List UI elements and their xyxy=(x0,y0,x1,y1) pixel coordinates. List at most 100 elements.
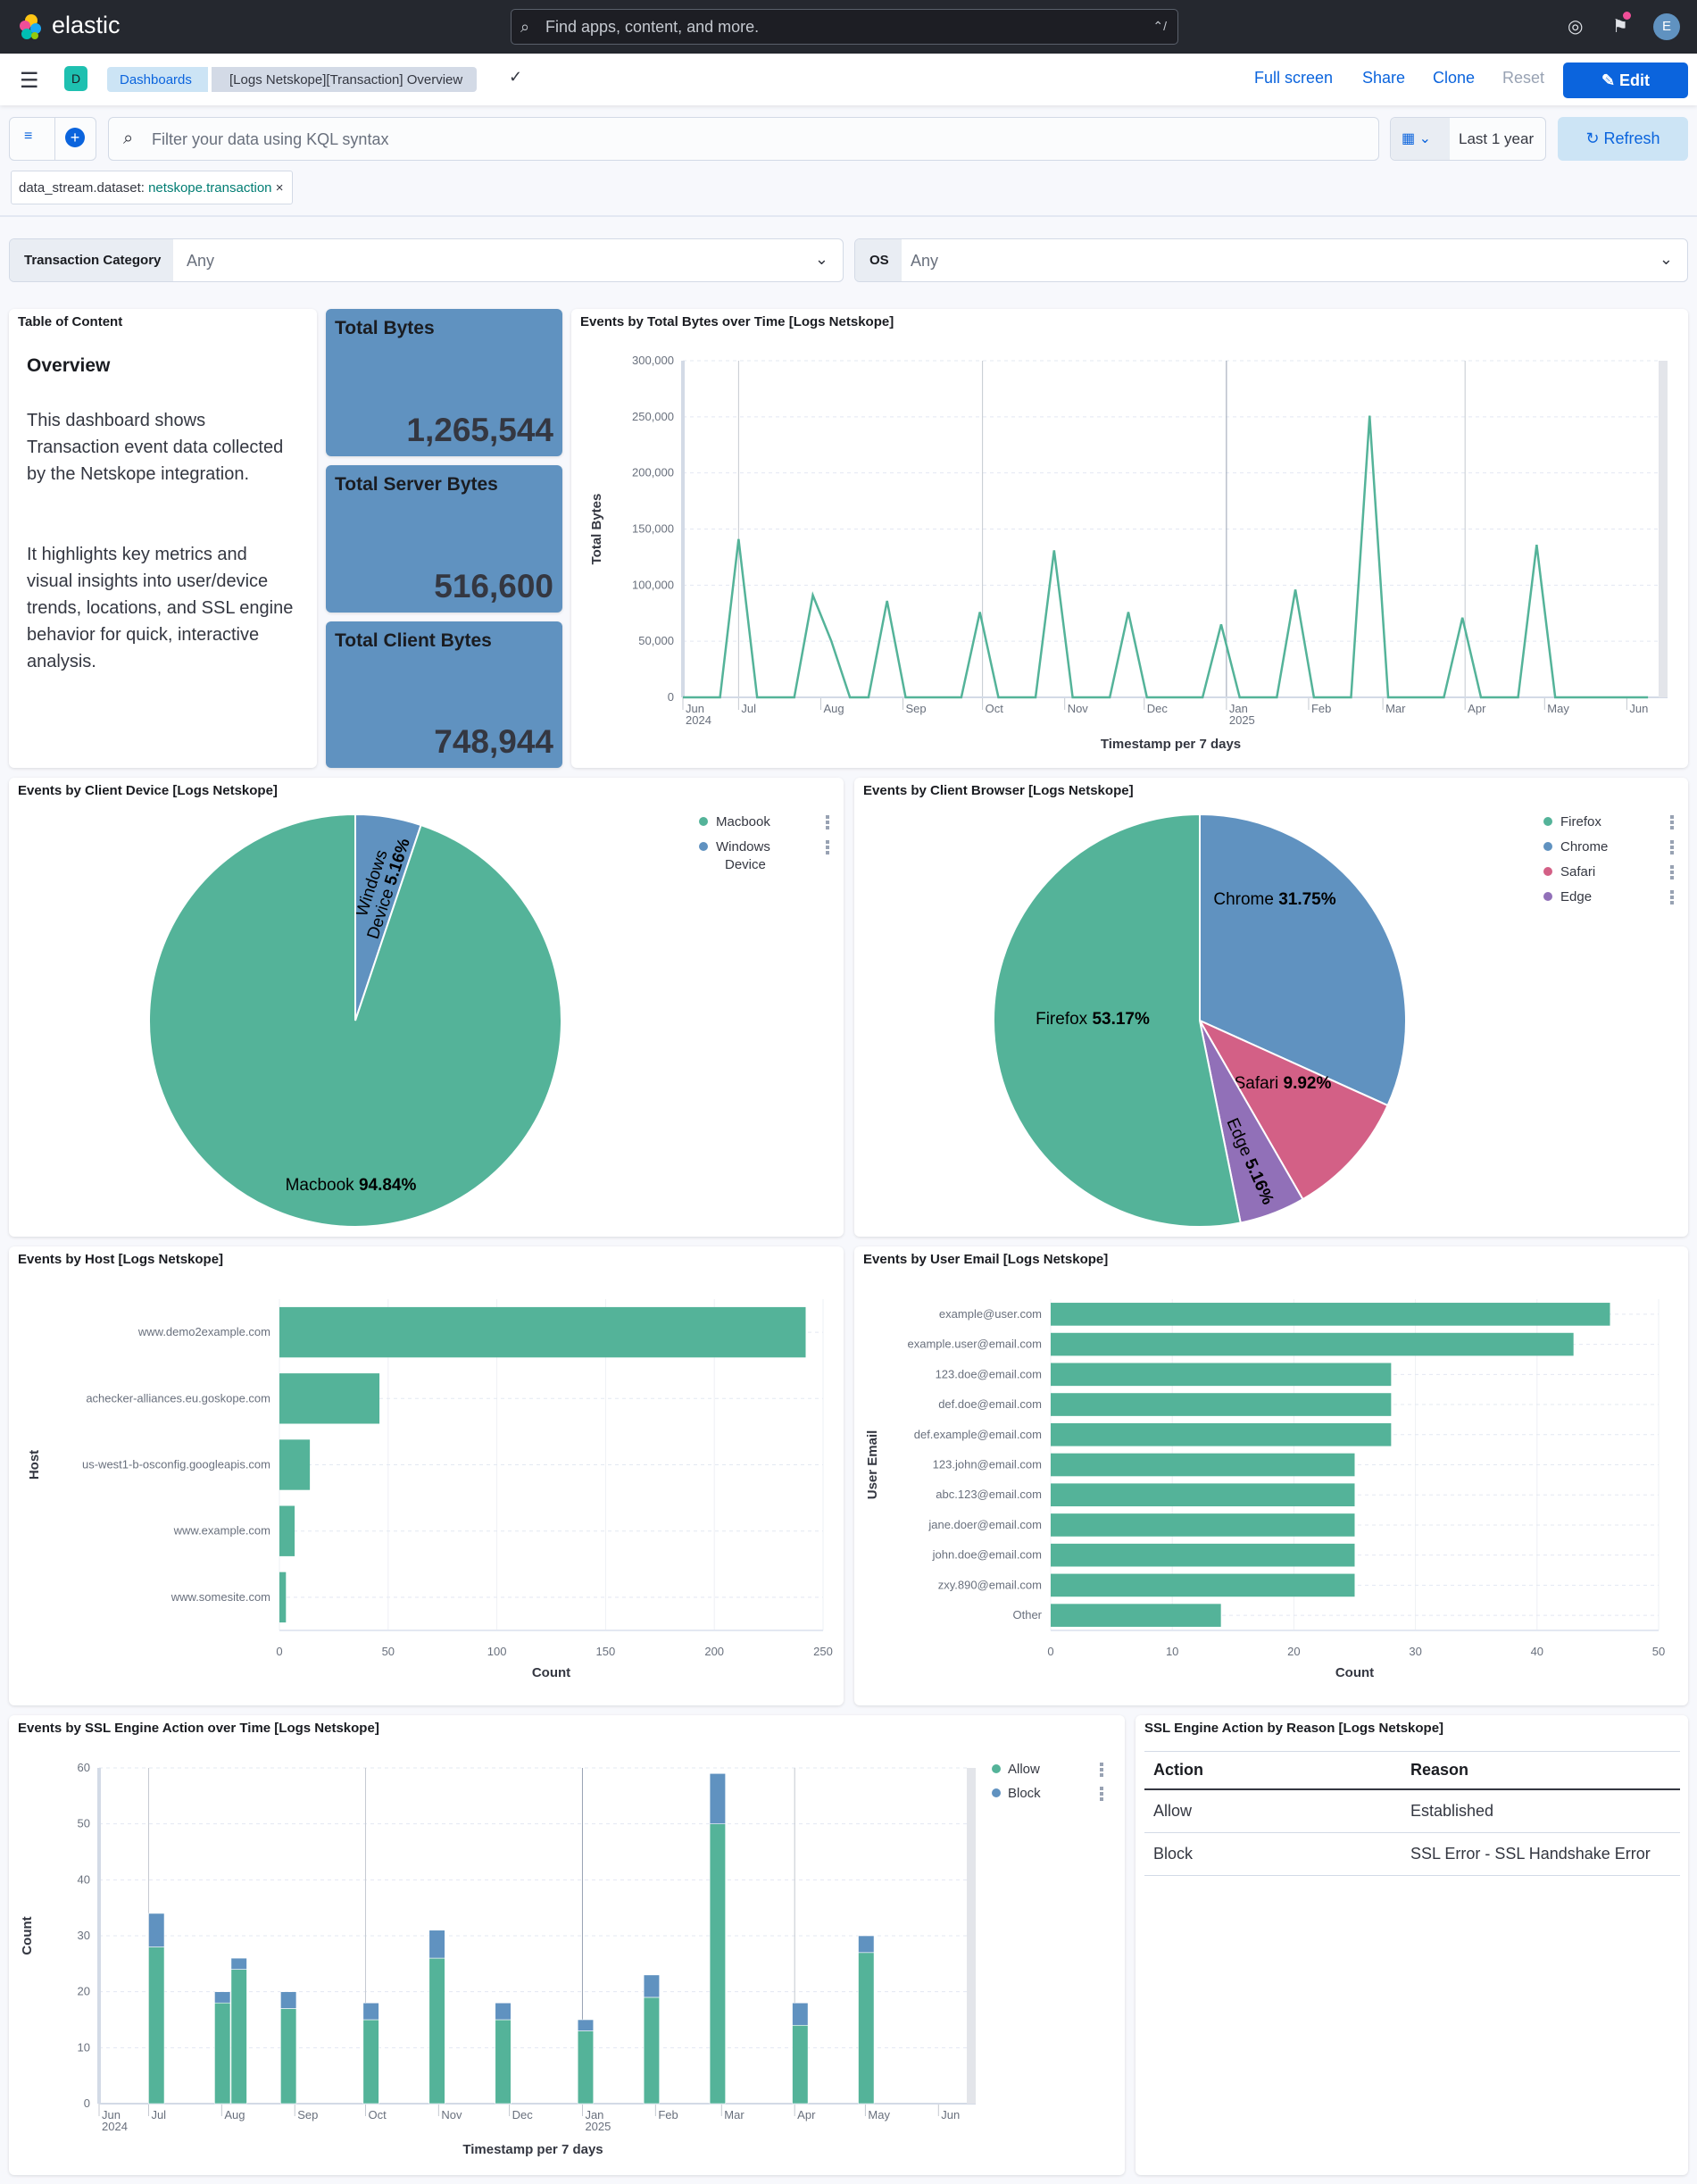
panel-title: Events by User Email [Logs Netskope] xyxy=(863,1252,1109,1267)
breadcrumb-dashboards[interactable]: Dashboards xyxy=(107,67,208,92)
legend-item-label: Device xyxy=(725,857,766,872)
legend-actions-icon xyxy=(1670,876,1674,879)
user-avatar[interactable]: E xyxy=(1653,13,1680,40)
newsfeed-icon[interactable]: ⚑ xyxy=(1612,12,1631,38)
bar-segment-allow xyxy=(148,1946,165,2105)
legend-actions-icon xyxy=(826,840,829,844)
pie-slice-label: Firefox 53.17% xyxy=(1036,1010,1150,1029)
metric-value: 516,600 xyxy=(434,568,553,604)
pie-slice-firefox xyxy=(993,813,1242,1228)
refresh-icon: ↻ xyxy=(1585,129,1604,147)
legend-color-dot xyxy=(1543,892,1552,901)
refresh-button[interactable]: ↻ Refresh xyxy=(1558,117,1688,161)
bar-segment-allow xyxy=(214,2002,231,2105)
chevron-down-icon[interactable]: ⌄ xyxy=(814,250,828,268)
x-tick-label: 10 xyxy=(1166,1645,1178,1658)
legend-actions-icon xyxy=(1100,1787,1103,1790)
control-transaction-category[interactable]: Transaction Category Any ⌄ xyxy=(9,238,844,282)
bar-segment-allow xyxy=(858,1952,875,2105)
x-tick-label: Jun xyxy=(941,2108,960,2121)
edit-button[interactable]: ✎ Edit xyxy=(1563,63,1688,98)
bar-segment-block xyxy=(577,2019,595,2031)
search-icon: ⌕ xyxy=(520,18,530,36)
x-tick-label: 250 xyxy=(813,1645,833,1658)
y-tick-label: Other xyxy=(1012,1608,1042,1621)
date-picker[interactable]: ▦ ⌄ Last 1 year xyxy=(1390,117,1546,161)
x-tick-label: 50 xyxy=(1652,1645,1665,1658)
global-search-input[interactable]: ⌕ Find apps, content, and more. ⌃/ xyxy=(511,9,1178,45)
bar xyxy=(1051,1573,1355,1597)
legend-actions-icon xyxy=(826,846,829,849)
client-browser-pie-chart: Chrome 31.75%Safari 9.92%Edge 5.16%Firef… xyxy=(993,813,1674,1228)
y-tick-label: 123.doe@email.com xyxy=(936,1367,1042,1380)
filter-pill[interactable]: data_stream.dataset: netskope.transactio… xyxy=(11,171,294,204)
y-tick-label: 300,000 xyxy=(632,354,674,367)
y-tick-label: 30 xyxy=(78,1929,90,1942)
help-icon[interactable]: ◎ xyxy=(1568,17,1584,37)
chevron-down-icon[interactable]: ⌄ xyxy=(1659,250,1673,268)
panel-title: SSL Engine Action by Reason [Logs Netsko… xyxy=(1144,1721,1444,1736)
search-icon: ⌕ xyxy=(123,129,134,148)
share-button[interactable]: Share xyxy=(1362,69,1406,87)
bar-segment-block xyxy=(495,2002,512,2021)
column-header-reason[interactable]: Reason xyxy=(1402,1751,1680,1790)
y-tick-label: example.user@email.com xyxy=(908,1338,1042,1351)
x-tick-label: 50 xyxy=(382,1645,395,1658)
keyboard-shortcut: ⌃/ xyxy=(1152,19,1167,33)
x-tick-sublabel: 2024 xyxy=(686,713,711,727)
legend-color-dot xyxy=(992,1788,1001,1797)
x-tick-label: Jun xyxy=(102,2108,121,2121)
y-tick-label: 20 xyxy=(78,1985,90,1998)
x-tick-sublabel: 2025 xyxy=(1229,713,1255,727)
legend-actions-icon xyxy=(1670,840,1674,844)
legend-item-label: Safari xyxy=(1560,864,1595,879)
reset-button[interactable]: Reset xyxy=(1502,69,1545,87)
calendar-icon[interactable]: ▦ ⌄ xyxy=(1391,118,1450,160)
kql-query-input[interactable]: ⌕ Filter your data using KQL syntax xyxy=(108,117,1379,161)
menu-icon[interactable]: ☰ xyxy=(20,69,39,93)
top-bar: elastic ⌕ Find apps, content, and more. … xyxy=(0,0,1697,54)
full-screen-button[interactable]: Full screen xyxy=(1254,69,1334,87)
notification-dot xyxy=(1623,12,1631,20)
space-badge[interactable]: D xyxy=(64,66,87,91)
control-label: Transaction Category xyxy=(10,239,174,281)
bar xyxy=(279,1439,311,1490)
x-axis-title: Count xyxy=(532,1665,570,1680)
y-tick-label: achecker-alliances.eu.goskope.com xyxy=(86,1391,270,1405)
user-email-bar-chart: 0 10 20 30 40 50 example@user.com example.user@… xyxy=(865,1299,1665,1680)
panel-title: Table of Content xyxy=(18,314,123,329)
legend-actions-icon xyxy=(1100,1763,1103,1766)
panel-title: Events by Client Device [Logs Netskope] xyxy=(18,783,278,798)
dashboard-header: ☰ D Dashboards [Logs Netskope][Transacti… xyxy=(0,54,1697,105)
edit-label: Edit xyxy=(1619,71,1651,89)
y-tick-label: 150,000 xyxy=(632,522,674,536)
clone-button[interactable]: Clone xyxy=(1433,69,1476,87)
x-tick-label: Jun xyxy=(1629,702,1648,715)
y-tick-label: 100,000 xyxy=(632,578,674,591)
control-os[interactable]: OS Any ⌄ xyxy=(854,238,1688,282)
x-axis-title: Timestamp per 7 days xyxy=(462,2142,603,2157)
column-header-action[interactable]: Action xyxy=(1144,1751,1402,1790)
table-row: Block SSL Error - SSL Handshake Error xyxy=(1144,1832,1680,1876)
bar xyxy=(1051,1604,1221,1627)
filter-menu-icon[interactable]: ≡ xyxy=(24,129,33,144)
remove-filter-icon[interactable]: × xyxy=(275,180,284,196)
toc-paragraph: This dashboard shows Transaction event d… xyxy=(27,411,284,484)
y-tick-label: 50 xyxy=(78,1817,90,1830)
y-tick-label: def.example@email.com xyxy=(914,1428,1042,1441)
date-range-label[interactable]: Last 1 year xyxy=(1459,130,1535,147)
metric-total-server-bytes: Total Server Bytes 516,600 xyxy=(326,465,562,613)
bar xyxy=(1051,1303,1610,1326)
bar-segment-block xyxy=(792,2002,809,2026)
legend-item-label: Macbook xyxy=(716,814,770,829)
x-tick-label: Oct xyxy=(368,2108,387,2121)
x-tick-label: Nov xyxy=(441,2108,462,2121)
bar-segment-allow xyxy=(643,1996,661,2105)
bar-segment-allow xyxy=(792,2024,809,2105)
x-tick-label: Apr xyxy=(1468,702,1486,715)
elastic-logo-icon[interactable] xyxy=(16,13,45,41)
add-filter-icon[interactable]: + xyxy=(65,128,85,147)
y-tick-label: www.demo2example.com xyxy=(137,1325,270,1338)
check-icon[interactable]: ✓ xyxy=(509,68,523,86)
y-tick-label: us-west1-b-osconfig.googleapis.com xyxy=(82,1458,270,1471)
